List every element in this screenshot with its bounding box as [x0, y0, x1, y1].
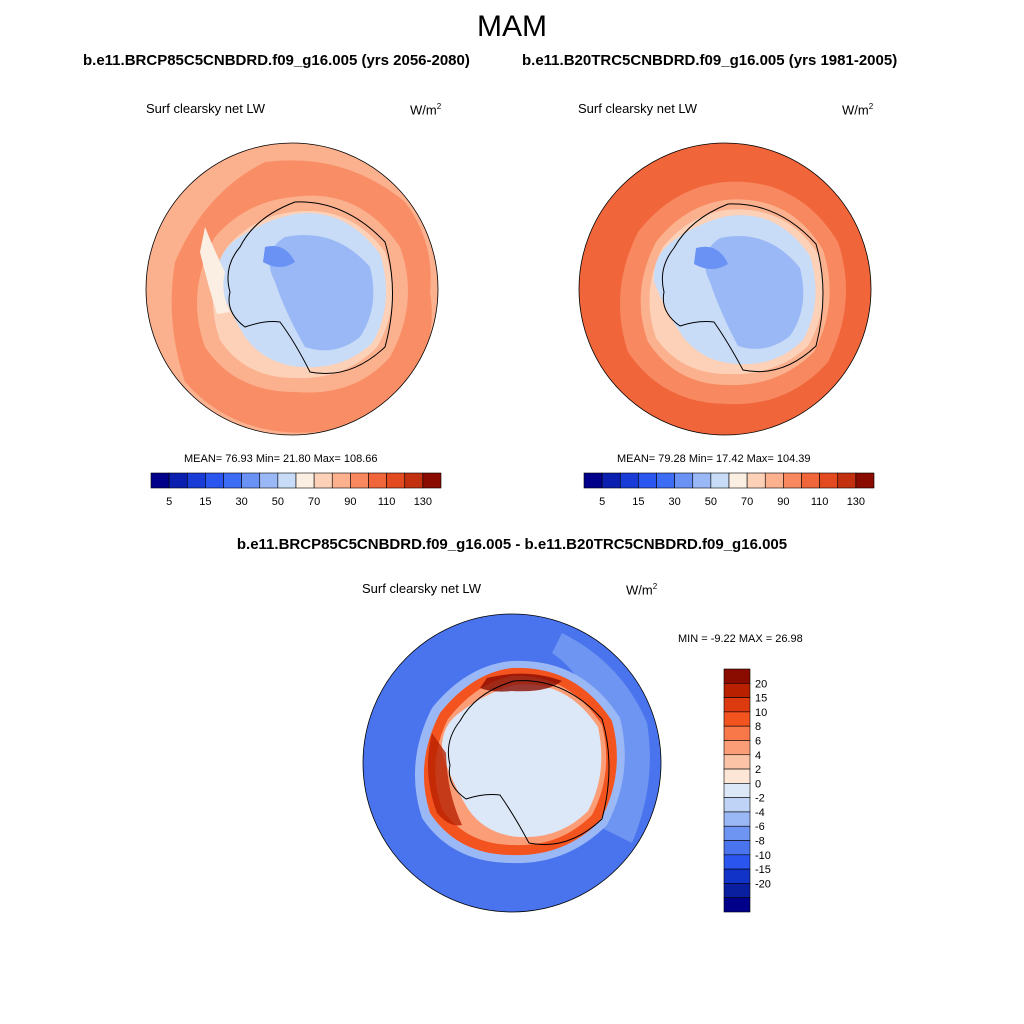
difference-colorbar-swatch	[723, 711, 751, 727]
difference-colorbar-tick-label: -10	[755, 850, 771, 862]
difference-colorbar-tick-label: -8	[755, 836, 765, 848]
difference-colorbar-swatch	[723, 682, 751, 698]
difference-title: b.e11.BRCP85C5CNBDRD.f09_g16.005 - b.e11…	[236, 536, 788, 553]
panel2-map	[578, 142, 872, 436]
panel2-colorbar-tick-label: 70	[741, 496, 753, 508]
panel2-colorbar-swatch	[746, 472, 766, 489]
panel2-colorbar-tick-label: 90	[777, 496, 789, 508]
difference-colorbar-swatch	[723, 840, 751, 856]
panel1-colorbar-swatch	[223, 472, 242, 489]
panel2-colorbar-swatch	[855, 472, 875, 489]
panel1-units: W/m2	[410, 102, 442, 118]
difference-colorbar-swatch	[723, 797, 751, 813]
difference-colorbar-swatch	[723, 668, 751, 684]
difference-variable-label: Surf clearsky net LW	[362, 581, 481, 596]
panel1-colorbar-swatch	[368, 472, 387, 489]
panel1-colorbar-tick-label: 15	[199, 496, 211, 508]
difference-colorbar-swatch	[723, 854, 751, 870]
panel1-colorbar-swatch	[331, 472, 351, 489]
panel2-variable-label: Surf clearsky net LW	[578, 101, 697, 116]
panel2-colorbar-swatch	[801, 472, 820, 489]
difference-colorbar-swatch	[723, 825, 751, 841]
difference-colorbar-tick-label: -20	[755, 878, 771, 890]
difference-colorbar-tick-label: 6	[755, 735, 761, 747]
difference-colorbar-tick-label: 15	[755, 693, 767, 705]
panel1-colorbar-swatch	[404, 472, 424, 489]
panel2-colorbar-swatch	[710, 472, 730, 489]
panel1-stats: MEAN= 76.93 Min= 21.80 Max= 108.66	[184, 453, 378, 465]
difference-units: W/m2	[626, 582, 658, 598]
difference-colorbar-tick-label: 8	[755, 721, 761, 733]
figure-title: MAM	[477, 10, 547, 43]
difference-colorbar-tick-label: -2	[755, 793, 765, 805]
panel1-colorbar-swatch	[205, 472, 224, 489]
difference-colorbar-swatch	[723, 783, 751, 798]
panel2-colorbar-swatch	[601, 472, 621, 489]
panel2-colorbar-swatch	[692, 472, 712, 489]
difference-colorbar-tick-label: -4	[755, 807, 765, 819]
panel1-colorbar-tick-label: 110	[378, 496, 396, 508]
panel1-colorbar-tick-label: 130	[414, 496, 432, 508]
panel1-colorbar-swatch	[259, 472, 279, 489]
panel1-colorbar-swatch	[277, 472, 297, 489]
difference-colorbar-swatch	[723, 725, 751, 741]
panel1-colorbar-tick-label: 70	[308, 496, 320, 508]
panel2-stats: MEAN= 79.28 Min= 17.42 Max= 104.39	[617, 453, 811, 465]
panel1-colorbar-swatch	[186, 472, 206, 489]
difference-colorbar-tick-label: 10	[755, 707, 767, 719]
difference-colorbar-swatch	[723, 754, 751, 770]
panel1-colorbar-tick-label: 5	[166, 496, 172, 508]
panel2-colorbar-tick-label: 50	[705, 496, 717, 508]
difference-colorbar-tick-label: -6	[755, 821, 765, 833]
difference-colorbar-tick-label: -15	[755, 864, 771, 876]
difference-colorbar-tick-label: 2	[755, 764, 761, 776]
panel2-colorbar: 5 15 30 50 70 90 110 130	[583, 472, 875, 508]
panel2-colorbar-swatch	[728, 472, 748, 489]
panel2-colorbar-tick-label: 15	[632, 496, 644, 508]
panel2-colorbar-swatch	[619, 472, 639, 489]
panel1-colorbar-tick-label: 30	[236, 496, 248, 508]
panel2-colorbar-swatch	[764, 472, 784, 489]
panel2-colorbar-tick-label: 30	[669, 496, 681, 508]
difference-colorbar-tick-label: 20	[755, 678, 767, 690]
panel1-colorbar-swatch	[386, 472, 406, 489]
difference-stats: MIN = -9.22 MAX = 26.98	[678, 633, 803, 645]
panel1-colorbar-swatch	[168, 472, 188, 489]
panel2-colorbar-swatch	[674, 472, 694, 489]
difference-colorbar-swatch	[723, 768, 751, 784]
panel1-colorbar-swatch	[350, 472, 369, 489]
panel2-colorbar-tick-label: 5	[599, 496, 605, 508]
panel2-colorbar-tick-label: 110	[811, 496, 829, 508]
difference-colorbar-swatch	[723, 740, 751, 756]
difference-colorbar-swatch	[723, 811, 751, 827]
difference-colorbar-swatch	[723, 897, 751, 913]
panel1-title: b.e11.BRCP85C5CNBDRD.f09_g16.005 (yrs 20…	[83, 52, 470, 69]
panel2-colorbar-swatch	[583, 472, 603, 489]
difference-map	[362, 613, 662, 913]
difference-colorbar-tick-label: 4	[755, 750, 761, 762]
panel1-colorbar-tick-label: 50	[272, 496, 284, 508]
panel2-colorbar-tick-label: 130	[847, 496, 865, 508]
panel1-colorbar-tick-label: 90	[344, 496, 356, 508]
panel1-colorbar-swatch	[295, 472, 315, 489]
panel1-variable-label: Surf clearsky net LW	[146, 101, 265, 116]
difference-colorbar-swatch	[723, 868, 751, 884]
panel2-colorbar-swatch	[656, 472, 675, 489]
panel2-colorbar-swatch	[783, 472, 802, 489]
difference-colorbar-swatch	[723, 697, 751, 713]
panel1-colorbar: 5 15 30 50 70 90 110 130	[150, 472, 442, 508]
difference-colorbar-swatch	[723, 883, 751, 899]
panel1-colorbar-swatch	[150, 472, 170, 489]
panel1-colorbar-swatch	[241, 472, 261, 489]
panel2-colorbar-swatch	[819, 472, 839, 489]
panel2-units: W/m2	[842, 102, 874, 118]
panel1-map	[145, 142, 439, 436]
panel1-colorbar-swatch	[422, 472, 442, 489]
panel2-title: b.e11.B20TRC5CNBDRD.f09_g16.005 (yrs 198…	[522, 52, 898, 69]
panel2-colorbar-swatch	[638, 472, 657, 489]
panel1-colorbar-swatch	[313, 472, 333, 489]
difference-colorbar-tick-label: 0	[755, 778, 761, 790]
panel2-colorbar-swatch	[837, 472, 857, 489]
